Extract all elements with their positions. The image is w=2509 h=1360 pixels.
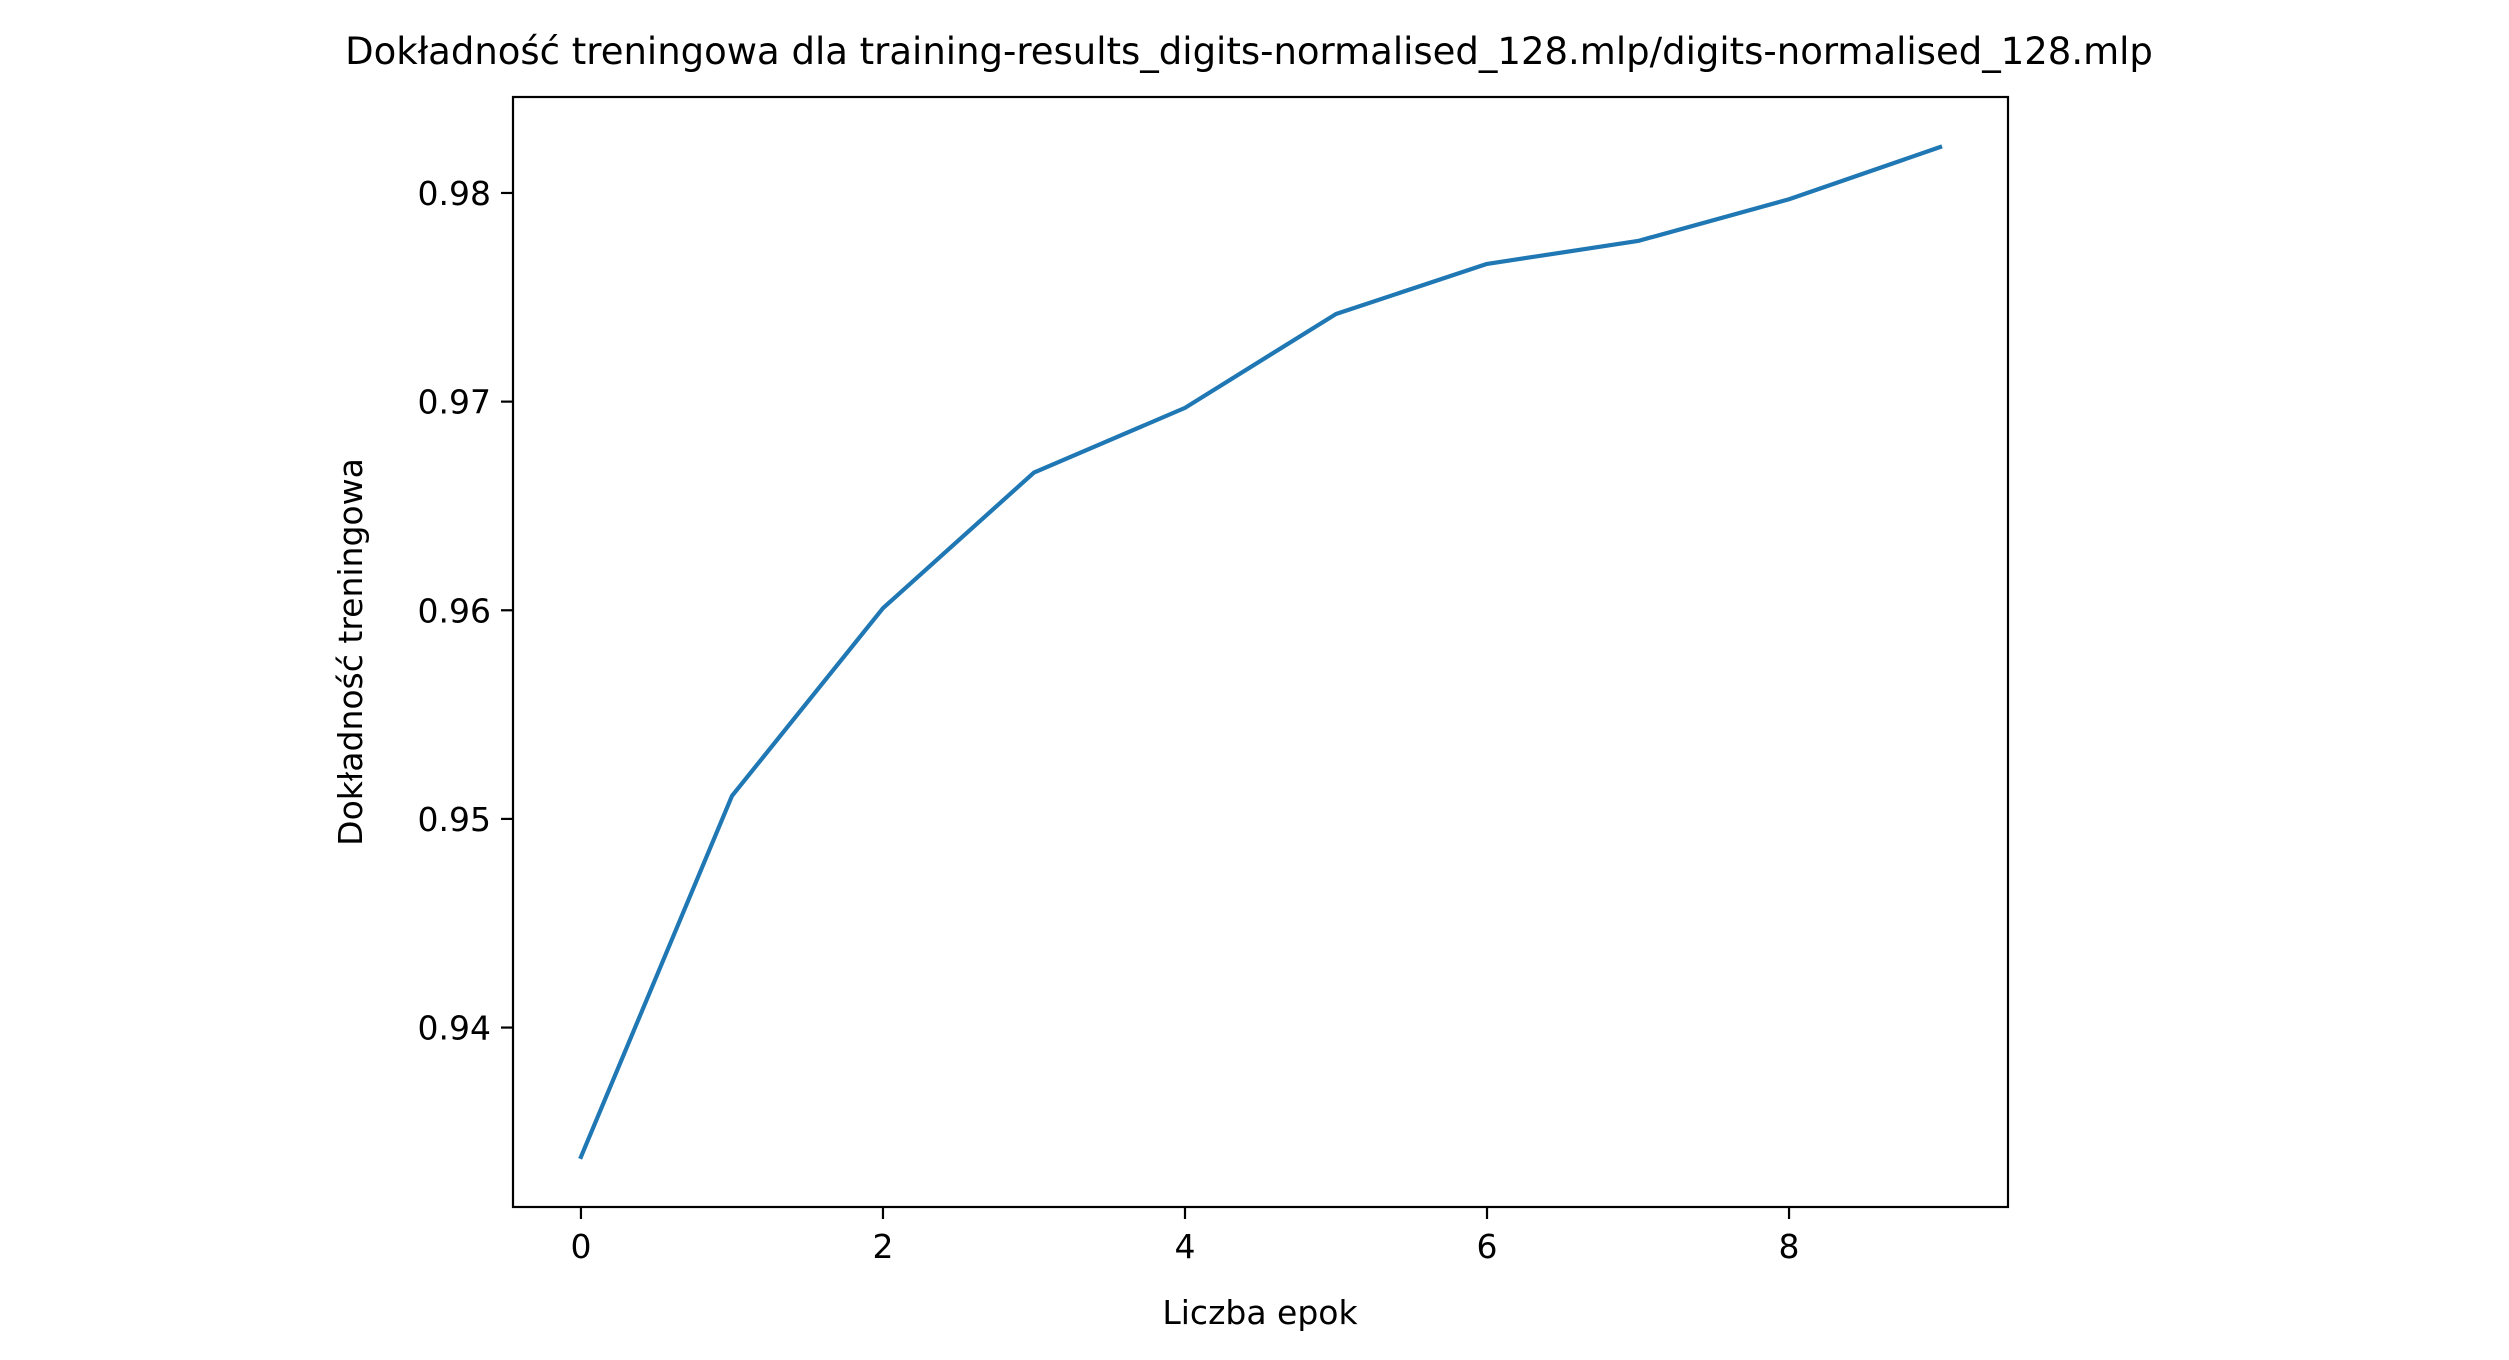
x-axis-label: Liczba epok bbox=[1162, 1293, 1358, 1332]
x-tick-label: 0 bbox=[570, 1227, 591, 1266]
series-layer bbox=[578, 144, 1943, 1160]
x-tick-label: 4 bbox=[1174, 1227, 1195, 1266]
y-axis-label: Dokładność treningowa bbox=[331, 458, 370, 846]
x-tick-label: 2 bbox=[872, 1227, 893, 1266]
x-tick-label: 8 bbox=[1779, 1227, 1800, 1266]
y-tick-label: 0.98 bbox=[418, 174, 491, 213]
series-line-0 bbox=[578, 144, 1943, 1160]
y-tick-label: 0.97 bbox=[418, 383, 491, 422]
y-tick-label: 0.94 bbox=[418, 1009, 491, 1048]
y-tick-label: 0.95 bbox=[418, 800, 491, 839]
x-tick-label: 6 bbox=[1477, 1227, 1498, 1266]
y-tick-label: 0.96 bbox=[418, 591, 491, 630]
x-axis: 0 2 4 6 8 bbox=[570, 1207, 1800, 1266]
plot-frame bbox=[511, 95, 2010, 1209]
y-axis: 0.94 0.95 0.96 0.97 0.98 bbox=[418, 174, 513, 1048]
chart-title: Dokładność treningowa dla training-resul… bbox=[345, 30, 2153, 73]
